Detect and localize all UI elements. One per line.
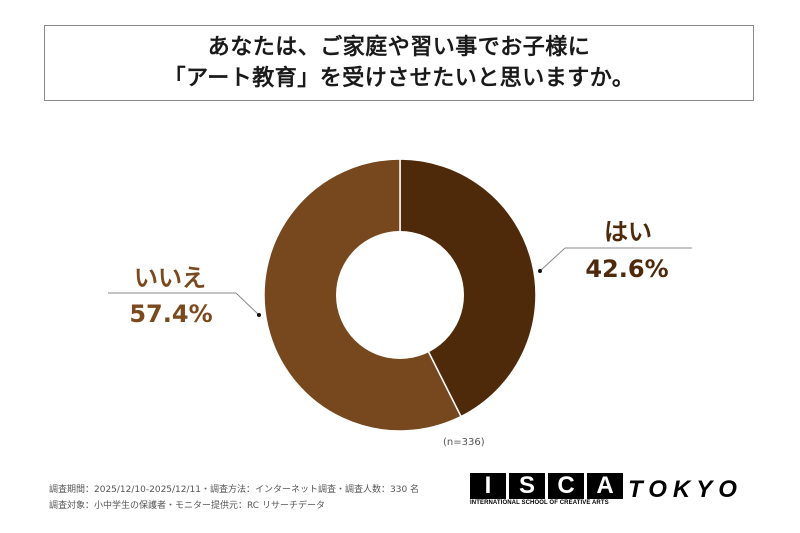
sample-size: (n=336) bbox=[443, 437, 485, 448]
isca-logo: I S C A INTERNATIONAL SCHOOL OF CREATIVE… bbox=[470, 472, 623, 506]
slice-0 bbox=[399, 158, 537, 418]
logo-letter: A bbox=[587, 472, 623, 499]
label-yes-pct: 42.6% bbox=[585, 255, 669, 283]
logo-letter: S bbox=[509, 472, 545, 499]
footer-line-2: 調査対象：小中学生の保護者・モニター提供元：RC リサーチデータ bbox=[49, 501, 325, 511]
logo-letter: I bbox=[470, 472, 506, 499]
logo-letter: C bbox=[548, 472, 584, 499]
logo-tokyo: TOKYO bbox=[628, 476, 743, 503]
title-box: あなたは、ご家庭や習い事でお子様に 「アート教育」を受けさせたいと思いますか。 bbox=[44, 25, 754, 101]
title-line-1: あなたは、ご家庭や習い事でお子様に bbox=[207, 35, 591, 60]
label-no-name: いいえ bbox=[134, 264, 206, 292]
logo-subtitle: INTERNATIONAL SCHOOL OF CREATIVE ARTS bbox=[470, 500, 609, 506]
title-line-2: 「アート教育」を受けさせたいと思いますか。 bbox=[163, 66, 635, 91]
footer-line-1: 調査期間：2025/12/10-2025/12/11・調査方法：インターネット調… bbox=[49, 485, 420, 495]
label-no-pct: 57.4% bbox=[129, 300, 213, 328]
label-yes-name: はい bbox=[604, 218, 652, 246]
